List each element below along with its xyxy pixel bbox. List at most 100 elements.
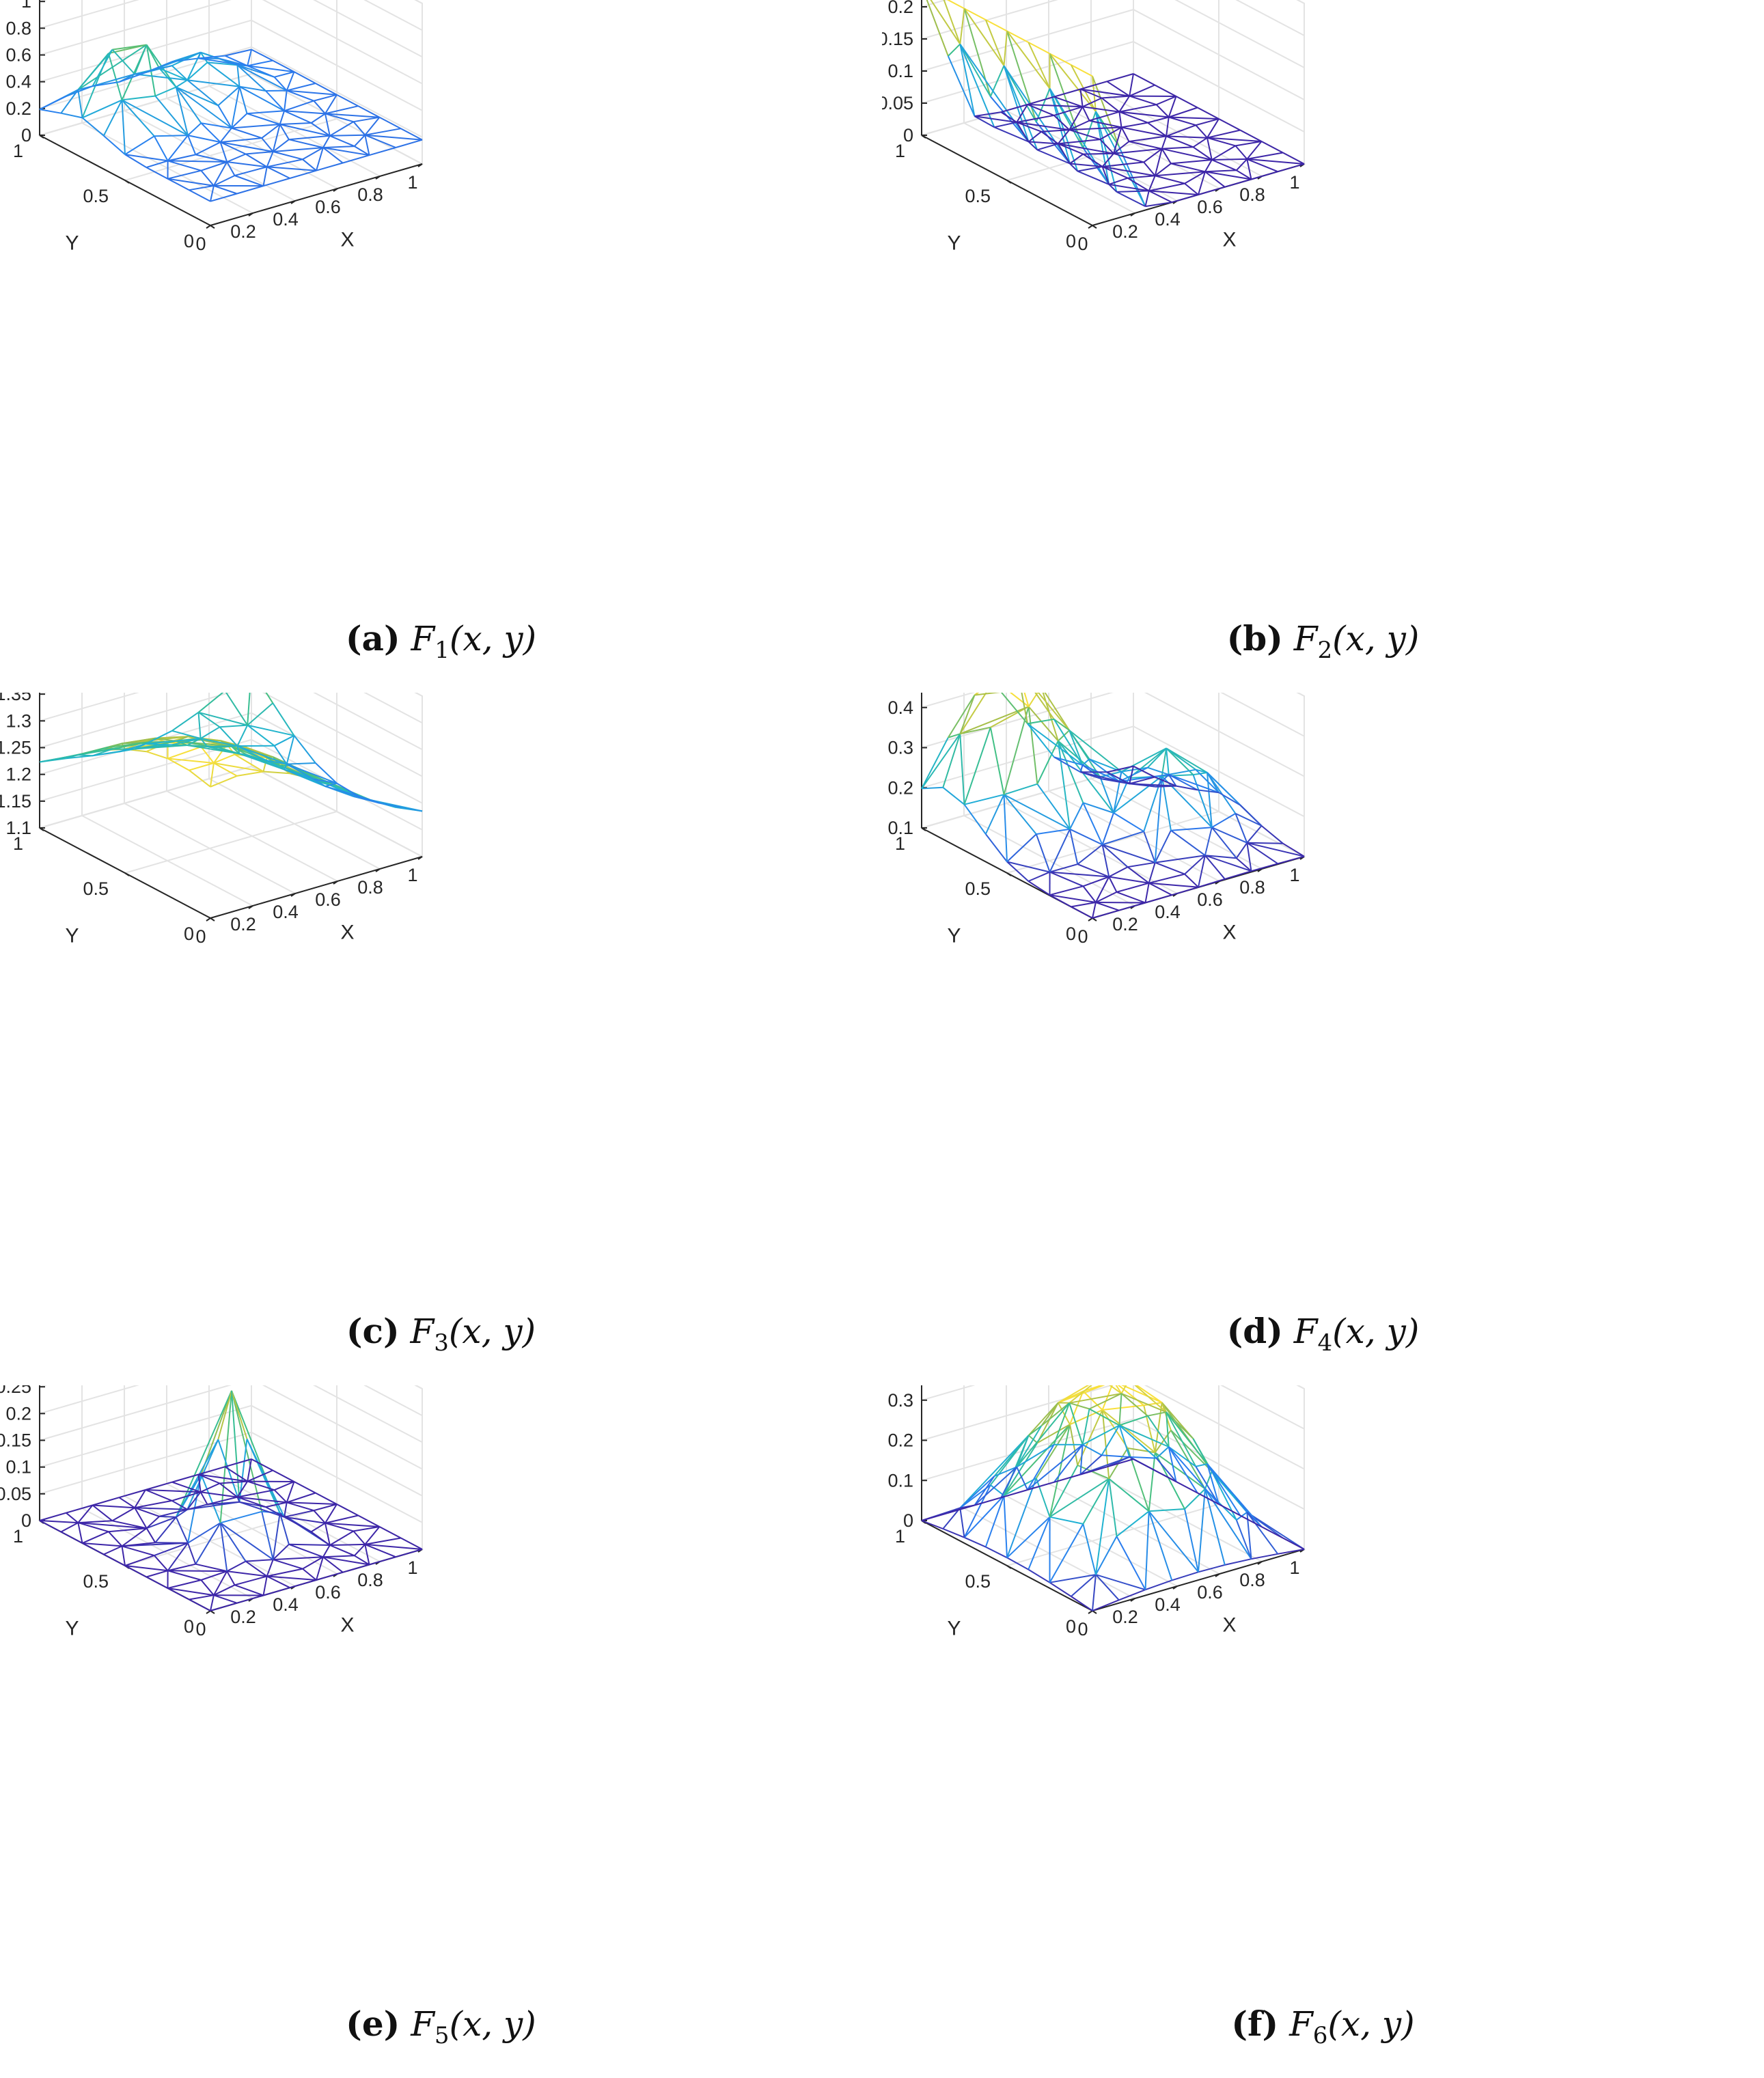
mesh-edge [1102,166,1129,179]
caption-f: (f) F6(x, y) [1231,2004,1415,2049]
mesh-edge [990,706,1030,728]
mesh-edge [322,1556,370,1566]
mesh-edge [1058,1385,1105,1404]
mesh-edge [121,99,155,137]
z-tick-label: 0.8 [5,18,31,38]
mesh-edge [167,169,202,180]
tick-labels: 00.20.40.60.8100.511.11.151.21.251.31.35… [0,693,423,947]
mesh-edge [1082,106,1120,113]
mesh-edge [231,86,240,128]
mesh-edge [1003,65,1037,123]
mesh-edge [1166,748,1170,775]
mesh-edge [239,753,285,771]
mesh-edge [154,1516,177,1543]
mesh-edge [1004,794,1071,830]
mesh-edge [265,1501,287,1508]
mesh-edge [1207,129,1241,139]
mesh-edge [198,1466,225,1476]
mesh-edge [1218,1504,1241,1516]
mesh-edge [231,1390,281,1514]
mesh-edge [219,1523,228,1572]
mesh-edge [231,746,240,755]
mesh-edge [1082,97,1103,108]
mesh-edge [1049,1581,1072,1597]
y-gridline [124,0,337,181]
mesh-edge [134,1507,160,1517]
mesh-edge [187,745,208,747]
z-tick-label: 0.2 [887,0,913,17]
z-gridline [39,0,423,85]
mesh-edge [947,55,976,117]
mesh-edge [1058,143,1114,154]
mesh-edge [1080,1466,1107,1476]
mesh-edge [78,1522,109,1533]
mesh-edge [171,730,201,740]
mesh-edge [134,44,148,74]
mesh-edge [234,166,267,176]
mesh-edge [176,79,188,88]
mesh-edge [290,1579,317,1589]
mesh-edge [942,1507,961,1529]
mesh-edge [1168,1446,1219,1505]
mesh-edge [279,124,290,140]
mesh-edge [210,762,215,787]
mesh-edge [1147,122,1167,137]
mesh-edge [1028,1568,1051,1583]
y-axis-label: Y [947,232,961,255]
mesh-edge [1184,171,1206,184]
mesh-edge [959,44,991,97]
mesh-edge [247,724,275,747]
mesh-edge [985,833,1008,863]
mesh-edge [145,1489,173,1501]
mesh-edge [167,178,215,186]
mesh-edge [1198,171,1206,195]
mesh-edge [1144,1402,1162,1407]
mesh-edge [400,128,423,141]
mesh-edge [315,1492,337,1505]
mesh-edge [1161,775,1213,828]
mesh-edge [1108,184,1118,193]
x-tick-mark [375,176,381,180]
mesh-edge [329,1544,355,1557]
z-gridline [39,0,423,58]
mesh-edge [1101,153,1114,167]
mesh-edge [1120,126,1130,142]
x-tick-mark [206,917,211,922]
mesh-edge [266,151,274,167]
mesh-edge [108,1527,147,1533]
mesh-edge [200,170,215,186]
mesh-edge [1196,118,1219,126]
mesh-edge [1027,104,1055,116]
x-tick-label: 0.4 [1155,902,1181,922]
mesh-edge [92,1504,135,1509]
mesh-edge [1006,861,1029,882]
mesh-edge [364,1526,381,1545]
mesh-edge [989,727,1005,795]
x-tick-label: 0.2 [1112,914,1138,934]
mesh-edge [167,178,190,191]
mesh-edge [1006,1557,1029,1570]
mesh-edge [1166,1412,1170,1447]
mesh-edge [231,124,280,129]
panel-b: 00.20.40.60.8100.5100.050.10.150.20.25XY… [882,0,1764,693]
mesh-edge [124,1565,147,1578]
mesh-edge [1166,135,1194,148]
mesh-edge [1049,1478,1110,1518]
mesh-edge [1049,1424,1071,1517]
mesh-edge [284,1510,314,1518]
mesh-edge [171,711,199,732]
mesh-edge [342,1564,370,1573]
mesh-edge [195,1563,228,1573]
mesh-edge [78,748,113,756]
mesh-edge [1133,73,1155,86]
y-axis-label: Y [65,925,79,947]
z-tick-label: 0.6 [5,45,31,66]
surface-mesh [39,1390,423,1611]
mesh-edge [1119,1424,1170,1447]
mesh-edge [197,52,202,59]
mesh-edge [1278,163,1305,173]
mesh-edge [974,115,1017,123]
mesh-edge [315,762,337,784]
x-axis-label: X [1222,1614,1236,1637]
